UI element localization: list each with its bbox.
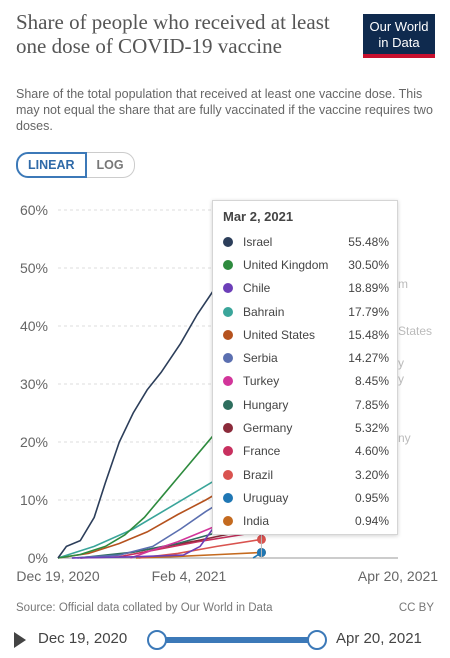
tooltip-series-name: Serbia bbox=[243, 351, 278, 366]
faded-series-label: ny bbox=[398, 431, 411, 445]
linear-scale-button[interactable]: LINEAR bbox=[16, 152, 87, 178]
series-color-dot bbox=[223, 376, 233, 387]
tooltip-series-name: India bbox=[243, 514, 270, 529]
tooltip-series-name: Hungary bbox=[243, 397, 289, 412]
y-tick-label: 60% bbox=[20, 202, 48, 218]
tooltip-row: India 0.94% bbox=[223, 510, 389, 533]
y-tick-label: 0% bbox=[28, 550, 48, 566]
tooltip-series-name: Brazil bbox=[243, 467, 274, 482]
timeline-end-label: Apr 20, 2021 bbox=[336, 630, 422, 647]
tooltip-series-value: 18.89% bbox=[348, 281, 389, 296]
series-color-dot bbox=[223, 516, 233, 527]
faded-series-label: y bbox=[398, 356, 404, 370]
x-tick-label: Dec 19, 2020 bbox=[16, 568, 99, 584]
tooltip-series-value: 17.79% bbox=[348, 304, 389, 319]
play-icon[interactable] bbox=[14, 632, 26, 648]
tooltip-row: Uruguay 0.95% bbox=[223, 486, 389, 509]
tooltip-series-name: France bbox=[243, 444, 281, 459]
chart-subtitle: Share of the total population that recei… bbox=[16, 87, 433, 133]
series-color-dot bbox=[223, 259, 233, 270]
tooltip-series-value: 4.60% bbox=[354, 444, 389, 459]
tooltip-series-value: 14.27% bbox=[348, 351, 389, 366]
x-tick-label: Apr 20, 2021 bbox=[358, 568, 438, 584]
tooltip-series-value: 55.48% bbox=[348, 234, 389, 249]
tooltip-series-value: 5.32% bbox=[354, 421, 389, 436]
y-tick-label: 40% bbox=[20, 318, 48, 334]
tooltip-row: Israel 55.48% bbox=[223, 230, 389, 253]
series-color-dot bbox=[223, 446, 233, 457]
series-color-dot bbox=[223, 236, 233, 247]
timeline-track[interactable] bbox=[157, 637, 317, 643]
tooltip-series-value: 30.50% bbox=[348, 257, 389, 272]
timeline-start-label: Dec 19, 2020 bbox=[38, 630, 128, 647]
faded-series-label: States bbox=[398, 324, 432, 338]
hover-tooltip: Mar 2, 2021 Israel 55.48% United Kingdom 30… bbox=[212, 200, 398, 535]
series-color-dot bbox=[223, 423, 233, 434]
y-tick-label: 20% bbox=[20, 434, 48, 450]
tooltip-series-value: 15.48% bbox=[348, 327, 389, 342]
series-color-dot bbox=[223, 353, 233, 364]
tooltip-row: France 4.60% bbox=[223, 440, 389, 463]
logo-accent-bar bbox=[363, 54, 435, 58]
scale-toggle: LINEAR LOG bbox=[16, 152, 135, 178]
source-note: Source: Official data collated by Our Wo… bbox=[16, 602, 273, 614]
logo-line-1: Our World bbox=[369, 19, 429, 34]
faded-series-label: m bbox=[398, 277, 408, 291]
license-link[interactable]: CC BY bbox=[398, 602, 434, 614]
y-tick-label: 50% bbox=[20, 260, 48, 276]
tooltip-row: United Kingdom 30.50% bbox=[223, 253, 389, 276]
tooltip-row: Hungary 7.85% bbox=[223, 393, 389, 416]
timeline-start-handle[interactable] bbox=[147, 630, 167, 650]
tooltip-series-name: Uruguay bbox=[243, 490, 289, 505]
tooltip-series-value: 8.45% bbox=[354, 374, 389, 389]
tooltip-series-value: 0.95% bbox=[354, 490, 389, 505]
tooltip-series-name: Israel bbox=[243, 234, 273, 249]
log-scale-button[interactable]: LOG bbox=[86, 152, 135, 178]
faded-series-label: y bbox=[398, 372, 404, 386]
logo-line-2: in Data bbox=[378, 35, 420, 50]
tooltip-series-value: 7.85% bbox=[354, 397, 389, 412]
owid-logo[interactable]: Our World in Data bbox=[363, 14, 435, 58]
y-tick-label: 30% bbox=[20, 376, 48, 392]
tooltip-series-name: United Kingdom bbox=[243, 257, 329, 272]
tooltip-row: Bahrain 17.79% bbox=[223, 300, 389, 323]
series-color-dot bbox=[223, 306, 233, 317]
tooltip-row: Chile 18.89% bbox=[223, 277, 389, 300]
chart-title: Share of people who received at least on… bbox=[16, 10, 330, 58]
tooltip-rows: Israel 55.48% United Kingdom 30.50% Chile 18.… bbox=[223, 230, 389, 533]
tooltip-series-name: Germany bbox=[243, 421, 293, 436]
tooltip-date: Mar 2, 2021 bbox=[223, 209, 294, 224]
tooltip-series-name: United States bbox=[243, 327, 316, 342]
series-color-dot bbox=[223, 399, 233, 410]
tooltip-series-name: Chile bbox=[243, 281, 271, 296]
series-color-dot bbox=[223, 492, 233, 503]
tooltip-row: Brazil 3.20% bbox=[223, 463, 389, 486]
series-line bbox=[135, 551, 262, 559]
series-color-dot bbox=[223, 283, 233, 294]
tooltip-series-value: 0.94% bbox=[354, 514, 389, 529]
tooltip-row: United States 15.48% bbox=[223, 323, 389, 346]
tooltip-row: Germany 5.32% bbox=[223, 416, 389, 439]
series-color-dot bbox=[223, 469, 233, 480]
tooltip-series-name: Turkey bbox=[243, 374, 280, 389]
tooltip-series-name: Bahrain bbox=[243, 304, 285, 319]
x-tick-label: Feb 4, 2021 bbox=[152, 568, 227, 584]
y-tick-label: 10% bbox=[20, 492, 48, 508]
tooltip-series-value: 3.20% bbox=[354, 467, 389, 482]
series-color-dot bbox=[223, 329, 233, 340]
tooltip-row: Turkey 8.45% bbox=[223, 370, 389, 393]
tooltip-row: Serbia 14.27% bbox=[223, 346, 389, 369]
timeline-end-handle[interactable] bbox=[307, 630, 327, 650]
